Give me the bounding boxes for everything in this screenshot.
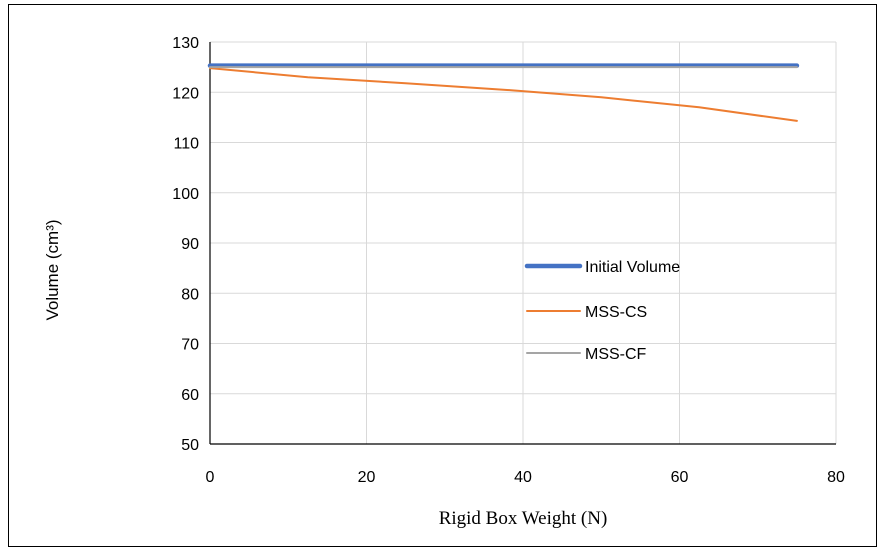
- grid-lines: [210, 41, 837, 444]
- series-line-mss-cs: [209, 67, 798, 122]
- legend-label-mss-cf: MSS-CF: [585, 346, 647, 363]
- y-tick-label-3: 80: [181, 286, 199, 303]
- y-tick-label-5: 100: [172, 186, 199, 203]
- y-tick-label-7: 120: [172, 85, 199, 102]
- y-tick-label-0: 50: [181, 437, 199, 454]
- x-tick-label-3: 60: [671, 469, 689, 486]
- y-tick-label-8: 130: [172, 35, 199, 52]
- y-axis-label: Volume (cm³): [43, 219, 62, 320]
- legend-label-mss-cs: MSS-CS: [585, 304, 647, 321]
- x-tick-label-1: 20: [358, 469, 376, 486]
- legend-label-initial-volume: Initial Volume: [585, 259, 680, 276]
- series-lines: [207, 63, 800, 122]
- tick-labels: 0 20 40 60 80 50 60 70 80 90 100 110 120 130: [172, 35, 845, 486]
- legend: Initial Volume MSS-CS MSS-CF: [524, 259, 680, 363]
- y-tick-label-4: 90: [181, 236, 199, 253]
- x-tick-label-4: 80: [827, 469, 845, 486]
- y-tick-label-6: 110: [173, 136, 199, 153]
- x-tick-label-0: 0: [206, 469, 215, 486]
- chart-frame: [8, 4, 877, 547]
- x-tick-label-2: 40: [514, 469, 532, 486]
- axes: [209, 42, 836, 445]
- x-axis-label: Rigid Box Weight (N): [439, 508, 608, 529]
- y-tick-label-1: 60: [181, 387, 199, 404]
- y-tick-label-2: 70: [181, 337, 199, 354]
